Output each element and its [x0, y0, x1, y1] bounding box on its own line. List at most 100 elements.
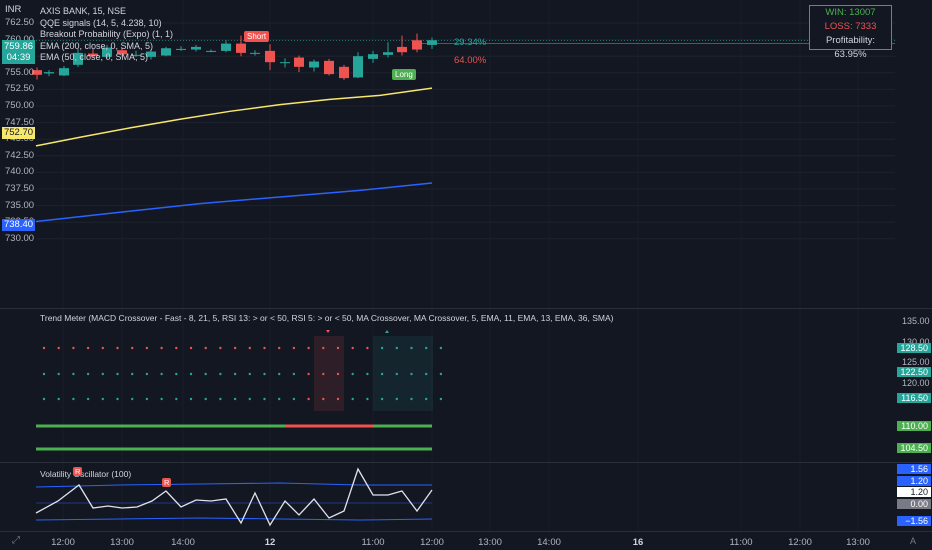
indicator-qqe[interactable]: QQE signals (14, 5, 4.238, 10): [40, 17, 162, 28]
last-price-tag: 759.86 04:39: [2, 40, 35, 64]
price-axis-label: 730.00: [5, 232, 35, 244]
trend-dot: [351, 397, 354, 401]
candle-up: [176, 48, 186, 50]
time-axis-label: 11:00: [729, 537, 753, 548]
candle-up: [368, 54, 378, 59]
trend-dot: [366, 372, 369, 376]
screenshot-icon[interactable]: ⤢: [12, 535, 20, 546]
trend-dot: [86, 372, 90, 376]
indicator-breakout[interactable]: Breakout Probability (Expo) (1, 1): [40, 29, 174, 39]
candle-up: [73, 52, 83, 65]
trend-dot: [336, 372, 340, 376]
price-pane[interactable]: [0, 0, 895, 308]
time-axis-label: 13:00: [110, 537, 134, 548]
volatility-pane[interactable]: [0, 463, 895, 531]
trend-dot: [307, 372, 310, 376]
trend-dot: [160, 372, 163, 376]
price-axis-label: 762.50: [5, 17, 35, 28]
trend-dot: [410, 397, 413, 401]
candle-down: [397, 46, 407, 53]
r-marker: R: [162, 478, 172, 487]
trend-dot: [263, 397, 266, 401]
candle-up: [102, 47, 112, 57]
time-axis-label: 16: [632, 537, 644, 548]
candle-down: [324, 60, 334, 75]
chart-legend: AXIS BANK, 15, NSE QQE signals (14, 5, 4…: [40, 6, 173, 64]
candle-down: [265, 50, 275, 63]
trend-dot: [307, 397, 310, 401]
stats-profitability: Profitability: 63.95%: [825, 35, 876, 60]
price-axis-label: 742.50: [5, 149, 35, 161]
trend-dot: [263, 372, 266, 376]
sell-arrow: [326, 330, 330, 333]
price-axis-label: 752.50: [5, 83, 35, 95]
trend-dot: [204, 346, 207, 350]
trend-dot: [425, 372, 428, 376]
trend-dot: [145, 372, 149, 376]
candle-up: [131, 54, 141, 56]
trend-meter-axis-label: 125.00: [902, 357, 930, 367]
indicator-ema50[interactable]: EMA (50, close, 0, SMA, 5): [40, 52, 149, 62]
candle-up: [427, 40, 437, 45]
trend-meter-axis-label: 135.00: [902, 316, 930, 326]
pane-separator[interactable]: [0, 308, 932, 309]
volatility-value-tag: −1.56: [897, 516, 931, 526]
trend-dot: [307, 346, 310, 350]
lower-band: [35, 517, 433, 521]
breakout-up-pct: 29.34%: [454, 37, 487, 48]
trend-dot: [248, 372, 251, 376]
trend-meter-pane[interactable]: [0, 309, 895, 462]
price-axis-label: 760.00: [5, 34, 34, 45]
candle-up: [250, 52, 260, 54]
trend-dot: [292, 372, 296, 376]
trend-dot: [233, 346, 237, 350]
trend-meter-title[interactable]: Trend Meter (MACD Crossover - Fast - 8, …: [40, 313, 614, 323]
candle-up: [59, 68, 69, 76]
trend-dot: [189, 397, 193, 401]
candle-down: [88, 53, 98, 57]
trend-dot: [425, 397, 428, 401]
trend-dot: [219, 346, 222, 350]
trend-dot: [57, 372, 60, 376]
pane-separator[interactable]: [0, 462, 932, 463]
volatility-value-tag: 1.56: [897, 464, 931, 474]
trend-meter-axis-label: 130.00: [902, 337, 930, 347]
trend-dot: [366, 346, 369, 350]
indicator-ema200[interactable]: EMA (200, close, 0, SMA, 5): [40, 40, 154, 51]
ema50-tag: 738.40: [2, 219, 35, 231]
trend-dot: [42, 372, 46, 376]
trend-meter-axis-label: 120.00: [902, 378, 930, 388]
trend-dot: [395, 372, 398, 376]
trend-dot: [101, 397, 105, 401]
trend-dot: [42, 397, 46, 401]
candle-down: [236, 43, 246, 53]
trend-dot: [248, 346, 251, 350]
volatility-chart: [35, 463, 859, 531]
trend-dot: [116, 346, 119, 350]
trend-dot: [116, 397, 119, 401]
trend-dot: [72, 346, 75, 350]
symbol-title[interactable]: AXIS BANK, 15, NSE: [40, 6, 127, 16]
candle-down: [32, 70, 42, 75]
stats-table: WIN: 13007 LOSS: 7333 Profitability: 63.…: [809, 5, 892, 60]
trend-meter-value-tag: 122.50: [897, 367, 931, 377]
trend-dot: [439, 346, 443, 350]
time-axis-label: 12:00: [788, 537, 812, 548]
bearish-zone: [314, 336, 344, 411]
trend-dot: [410, 346, 413, 350]
price-axis-label: 740.00: [5, 166, 35, 178]
stats-win: WIN: 13007: [825, 7, 876, 18]
trend-dot: [42, 346, 46, 350]
trend-dot: [248, 397, 251, 401]
trend-dot: [278, 397, 281, 401]
candle-down: [117, 50, 127, 55]
trend-dot: [189, 346, 193, 350]
trend-dot: [351, 372, 354, 376]
candle-up: [280, 62, 290, 64]
auto-scale-button[interactable]: A: [910, 536, 917, 546]
trend-dot: [175, 346, 178, 350]
trend-dot: [278, 346, 281, 350]
trend-dot: [204, 397, 207, 401]
volatility-title[interactable]: Volatility Oscillator (100): [40, 469, 132, 479]
time-axis-label: 12: [264, 537, 276, 548]
